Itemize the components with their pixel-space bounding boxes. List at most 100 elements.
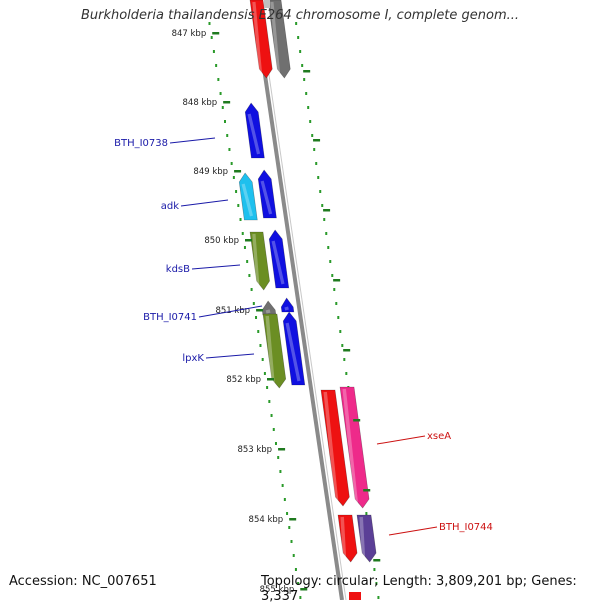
left-dot-track xyxy=(261,358,264,361)
left-dot-track xyxy=(252,302,255,305)
right-dot-track xyxy=(325,232,328,235)
left-dot-track xyxy=(272,428,275,431)
gene-label-right[interactable]: BTH_I0744 xyxy=(439,522,493,533)
gene-arrow-adk-partner[interactable] xyxy=(257,169,277,219)
left-dot-track xyxy=(281,484,284,487)
kbp-tick-label: 848 kbp xyxy=(183,98,218,108)
gene-label-left[interactable]: adk xyxy=(161,201,179,212)
left-dot-track xyxy=(299,596,302,599)
left-dot-track xyxy=(255,316,258,319)
kbp-tick-mark xyxy=(245,239,252,242)
right-tick-mark xyxy=(323,209,331,212)
right-dot-track xyxy=(311,134,314,137)
genes-layer[interactable] xyxy=(238,0,377,600)
left-dot-track xyxy=(263,372,266,375)
gene-arrow-bth-i0744-partner[interactable] xyxy=(356,514,377,563)
right-dot-track xyxy=(303,78,306,81)
left-dot-track xyxy=(226,134,229,137)
left-dot-track xyxy=(237,204,240,207)
kbp-tick-label: 849 kbp xyxy=(193,167,228,177)
left-dot-track xyxy=(250,288,253,291)
right-dot-track xyxy=(333,288,336,291)
right-dot-track xyxy=(323,218,326,221)
right-dot-track xyxy=(295,22,298,25)
gene-arrow-bottom-partial[interactable] xyxy=(349,592,361,600)
left-dot-track xyxy=(239,218,242,221)
kbp-tick-mark xyxy=(289,518,297,521)
left-dot-track xyxy=(290,540,293,543)
gene-leader-line xyxy=(191,264,241,270)
left-dot-track xyxy=(217,78,220,81)
right-dot-track xyxy=(329,260,332,263)
kbp-tick-mark xyxy=(300,588,308,591)
gene-arrow-xsea-partner[interactable] xyxy=(339,386,370,509)
gene-arrow-kdsb[interactable] xyxy=(249,231,270,291)
kbp-tick-label: 847 kbp xyxy=(172,29,207,39)
gene-arrow-red-top[interactable] xyxy=(249,0,273,79)
left-dot-track xyxy=(259,344,262,347)
gene-arrow-kdsb-partner[interactable] xyxy=(268,229,290,289)
right-tick-mark xyxy=(303,70,311,73)
gene-label-left[interactable]: lpxK xyxy=(182,353,204,364)
kbp-tick-label: 853 kbp xyxy=(237,445,272,455)
right-tick-mark xyxy=(353,419,361,422)
left-dot-track xyxy=(294,568,297,571)
right-dot-track xyxy=(327,246,330,249)
right-dot-track xyxy=(373,568,376,571)
left-dot-track xyxy=(270,414,273,417)
gene-leader-line xyxy=(198,305,263,318)
left-dot-track xyxy=(297,582,300,585)
gene-arrow-gray-small[interactable] xyxy=(261,300,277,316)
right-dot-track xyxy=(365,512,368,515)
gene-arrow-adk[interactable] xyxy=(238,172,258,221)
left-dot-track xyxy=(257,330,260,333)
left-dot-track xyxy=(224,120,226,123)
kbp-tick-mark xyxy=(234,170,242,173)
gene-label-right[interactable]: xseA xyxy=(427,431,451,442)
right-dot-track xyxy=(299,50,302,53)
right-dot-track xyxy=(339,330,342,333)
right-dot-track xyxy=(377,596,380,599)
left-dot-track xyxy=(283,498,286,501)
gene-label-left[interactable]: BTH_I0741 xyxy=(143,312,197,323)
kbp-tick-mark xyxy=(212,32,220,35)
right-dot-track xyxy=(345,372,348,375)
gene-label-left[interactable]: kdsB xyxy=(166,264,190,275)
gene-stub xyxy=(264,0,270,8)
gene-label-left[interactable]: BTH_I0738 xyxy=(114,138,168,149)
backbone-layer xyxy=(252,0,347,601)
left-dot-track xyxy=(219,92,222,95)
right-dot-track xyxy=(337,316,340,319)
left-dot-track xyxy=(277,456,280,459)
gene-arrow-lpxk[interactable] xyxy=(262,313,287,389)
kbp-tick-label: 852 kbp xyxy=(226,375,261,385)
left-dot-track xyxy=(241,232,244,235)
gene-arrow-blue-small[interactable] xyxy=(280,297,295,313)
kbp-tick-mark xyxy=(278,448,286,451)
kbp-tick-label: 854 kbp xyxy=(249,515,284,525)
gene-arrow-gray-top[interactable] xyxy=(267,0,291,79)
right-dot-track xyxy=(307,106,310,109)
left-dot-track xyxy=(228,148,231,151)
left-dot-track xyxy=(232,176,235,179)
left-dot-track xyxy=(243,246,246,249)
backbone-highlight xyxy=(257,0,347,601)
right-dot-track xyxy=(301,64,304,67)
gene-leader-line xyxy=(169,137,216,144)
right-dot-track xyxy=(321,204,324,207)
kbp-tick-mark xyxy=(223,101,231,104)
gene-arrow-lpxk-partner[interactable] xyxy=(282,311,306,386)
gene-arrow-bth-i0738[interactable] xyxy=(244,102,265,159)
gene-leader-line xyxy=(205,353,255,359)
left-dot-track xyxy=(221,106,224,109)
right-dot-track xyxy=(319,190,322,193)
gene-arrow-xsea[interactable] xyxy=(320,389,350,507)
right-dot-track xyxy=(341,344,344,347)
right-dot-track xyxy=(375,582,378,585)
left-dot-track xyxy=(268,400,271,403)
right-tick-mark xyxy=(343,349,351,352)
gene-arrow-bth-i0744[interactable] xyxy=(337,514,358,563)
right-dot-track xyxy=(305,92,308,95)
